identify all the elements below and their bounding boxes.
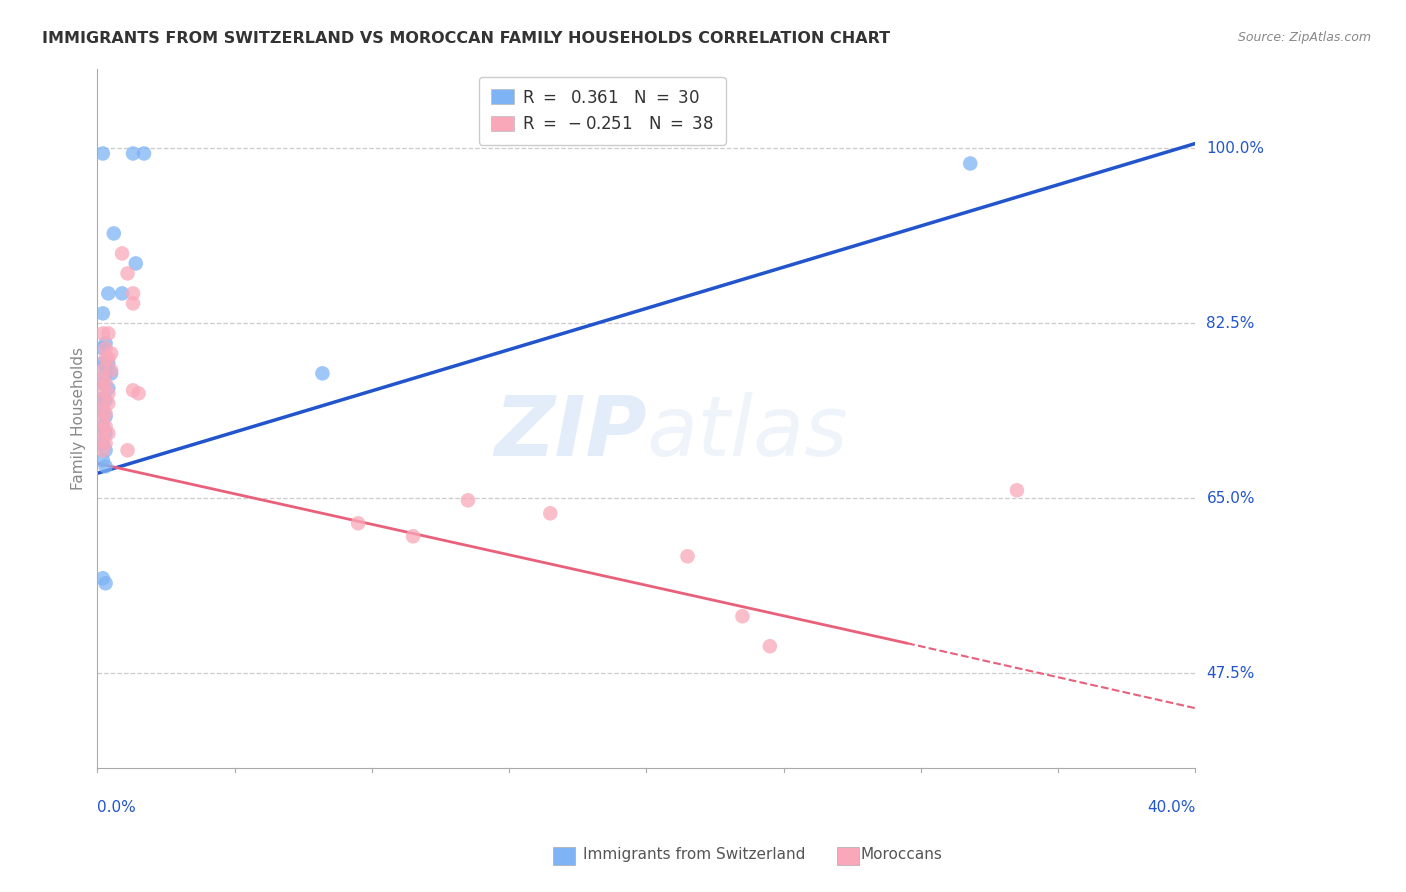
Point (347, 516, 370, 531)
Point (959, 156, 981, 170)
Text: 40.0%: 40.0% (1147, 800, 1195, 815)
Point (91, 393, 114, 408)
Text: 82.5%: 82.5% (1206, 316, 1254, 331)
Text: Moroccans: Moroccans (860, 847, 942, 862)
Legend: $\mathregular{R\ =\ \ 0.361\ \ \ N\ =\ 30}$, $\mathregular{R\ =\ -0.251\ \ \ N\ : $\mathregular{R\ =\ \ 0.361\ \ \ N\ =\ 3… (479, 77, 725, 145)
Point (97, 426, 120, 441)
Text: Source: ZipAtlas.com: Source: ZipAtlas.com (1237, 31, 1371, 45)
Point (94, 336, 117, 351)
Point (91, 453, 114, 467)
Point (100, 367, 122, 381)
Point (91, 403, 114, 417)
Point (103, 227, 125, 241)
Point (91, 376, 114, 391)
Point (94, 393, 117, 408)
Point (97, 356, 120, 370)
Point (94, 351, 117, 366)
Point (91, 326, 114, 341)
Point (117, 443, 139, 458)
Point (132, 146, 155, 161)
Point (91, 436, 114, 450)
Point (91, 363, 114, 377)
Point (97, 326, 120, 341)
Point (91, 423, 114, 437)
Point (97, 286, 120, 301)
Point (91, 356, 114, 370)
Point (111, 246, 134, 260)
Text: IMMIGRANTS FROM SWITZERLAND VS MOROCCAN FAMILY HOUSEHOLDS CORRELATION CHART: IMMIGRANTS FROM SWITZERLAND VS MOROCCAN … (42, 31, 890, 46)
Text: ZIP: ZIP (494, 392, 647, 473)
Point (402, 529, 425, 543)
Point (311, 367, 333, 381)
Point (125, 256, 148, 270)
Point (91, 413, 114, 427)
Point (94, 419, 117, 434)
Point (676, 549, 699, 564)
Text: 65.0%: 65.0% (1206, 491, 1256, 506)
Point (538, 506, 561, 520)
Point (122, 296, 145, 310)
Point (94, 409, 117, 424)
Point (759, 639, 782, 653)
Point (97, 381, 120, 395)
Point (94, 376, 117, 391)
Point (91, 306, 114, 320)
Point (94, 367, 117, 381)
Point (91, 571, 114, 585)
Point (457, 493, 479, 508)
Point (731, 609, 754, 624)
Text: 100.0%: 100.0% (1206, 141, 1264, 156)
Point (1005, 483, 1028, 498)
Point (91, 392, 114, 406)
Point (122, 286, 145, 301)
Point (97, 396, 120, 410)
Point (94, 406, 117, 420)
Point (97, 351, 120, 366)
Point (94, 576, 117, 591)
Point (94, 356, 117, 370)
Point (91, 419, 114, 434)
Point (91, 434, 114, 448)
Point (122, 146, 145, 161)
Point (122, 384, 145, 398)
Point (91, 384, 114, 398)
Text: 47.5%: 47.5% (1206, 665, 1254, 681)
Point (91, 403, 114, 417)
Point (94, 443, 117, 458)
Point (111, 286, 134, 301)
Point (91, 342, 114, 356)
Point (128, 386, 150, 401)
Y-axis label: Family Households: Family Households (72, 347, 86, 490)
Text: atlas: atlas (647, 392, 848, 473)
Point (91, 146, 114, 161)
Text: 0.0%: 0.0% (97, 800, 136, 815)
Point (100, 346, 122, 360)
Point (100, 363, 122, 377)
Point (97, 386, 120, 401)
Point (94, 426, 117, 441)
Point (91, 443, 114, 458)
Text: Immigrants from Switzerland: Immigrants from Switzerland (583, 847, 806, 862)
Point (91, 373, 114, 387)
Point (94, 436, 117, 450)
Point (94, 342, 117, 356)
Point (117, 267, 139, 281)
Point (94, 459, 117, 474)
